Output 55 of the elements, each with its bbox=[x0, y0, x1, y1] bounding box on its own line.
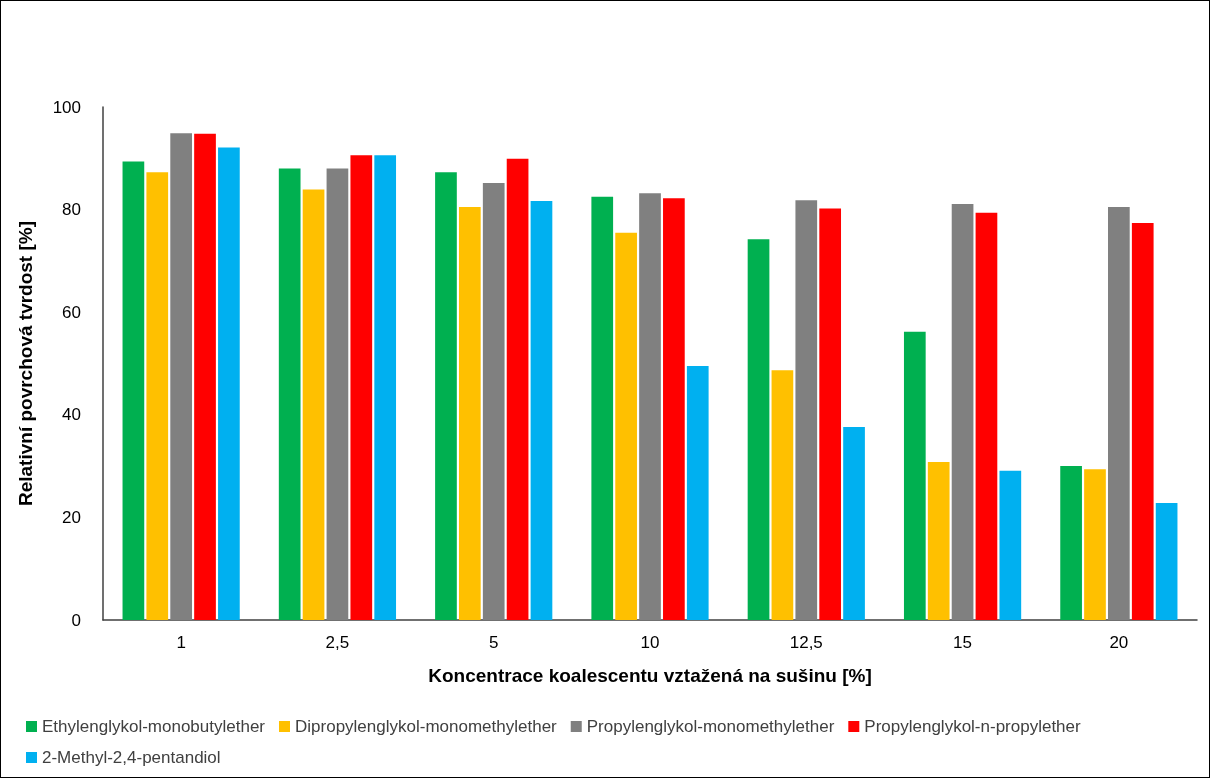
x-tick-label: 15 bbox=[953, 633, 973, 652]
bar bbox=[903, 331, 926, 620]
x-axis-title: Koncentrace koalescentu vztažená na sušinu [%] bbox=[428, 665, 872, 686]
y-tick-label: 80 bbox=[62, 200, 81, 220]
bar bbox=[795, 200, 818, 620]
y-tick-label: 100 bbox=[52, 97, 81, 117]
bar bbox=[591, 196, 614, 620]
bar bbox=[218, 147, 240, 620]
bar bbox=[194, 133, 216, 620]
y-tick-label: 0 bbox=[71, 610, 81, 630]
y-tick-label: 60 bbox=[62, 302, 81, 322]
bar bbox=[326, 168, 349, 620]
bar bbox=[686, 366, 709, 620]
bar bbox=[530, 200, 553, 620]
bar bbox=[482, 182, 505, 620]
x-tick-label: 20 bbox=[1109, 633, 1129, 652]
x-tick-label: 12,5 bbox=[789, 633, 823, 652]
bar bbox=[843, 427, 865, 620]
bar bbox=[302, 189, 325, 620]
legend-label: Propylenglykol-monomethylether bbox=[586, 717, 835, 736]
bar bbox=[927, 462, 950, 620]
bar bbox=[1155, 503, 1178, 620]
bar bbox=[458, 207, 481, 620]
y-tick-label: 20 bbox=[62, 507, 81, 527]
bar bbox=[663, 198, 685, 620]
bar bbox=[350, 155, 373, 620]
bar bbox=[122, 161, 145, 620]
legend-label: Ethylenglykol-monobutylether bbox=[42, 717, 266, 736]
legend-label: Propylenglykol-n-propylether bbox=[864, 717, 1082, 736]
bar bbox=[999, 470, 1022, 620]
bar bbox=[1084, 469, 1106, 620]
bar bbox=[1131, 222, 1154, 620]
bar bbox=[435, 172, 457, 620]
x-tick-label: 1 bbox=[176, 633, 186, 652]
bar bbox=[771, 370, 794, 620]
bar bbox=[170, 133, 192, 620]
y-tick-label: 40 bbox=[62, 405, 81, 425]
legend-label: 2-Methyl-2,4-pentandiol bbox=[42, 748, 221, 767]
x-tick-label: 10 bbox=[640, 633, 660, 652]
y-axis-title: Relativní povrchová tvrdost [%] bbox=[15, 220, 36, 507]
bar bbox=[747, 239, 770, 620]
bar bbox=[951, 203, 974, 620]
bar bbox=[1108, 207, 1130, 620]
bar bbox=[278, 168, 301, 620]
bar bbox=[1060, 466, 1082, 620]
bar bbox=[506, 158, 529, 620]
bar bbox=[819, 208, 842, 620]
bar bbox=[639, 193, 661, 620]
legend-label: Dipropylenglykol-monomethylether bbox=[295, 717, 558, 736]
bar bbox=[615, 232, 637, 620]
x-tick-label: 2,5 bbox=[325, 633, 350, 652]
bar bbox=[975, 212, 998, 620]
bar bbox=[146, 172, 169, 620]
bar bbox=[374, 155, 397, 620]
x-tick-label: 5 bbox=[488, 633, 499, 652]
